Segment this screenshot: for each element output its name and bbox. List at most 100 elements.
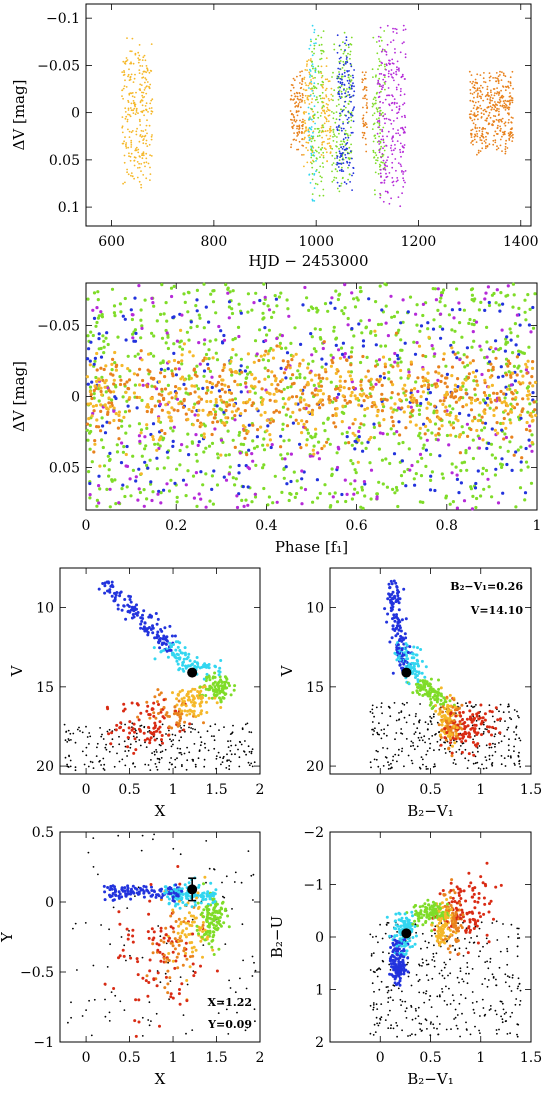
data-point [291,421,295,425]
data-point [246,292,250,296]
data-point [140,170,142,173]
data-point [448,502,452,506]
data-point [139,622,143,626]
data-point [144,87,147,89]
data-point [104,390,108,394]
data-point [341,152,343,155]
data-point [379,344,383,348]
data-point [138,44,141,46]
data-point [266,503,270,507]
data-point [127,109,130,111]
data-point [105,743,107,746]
data-point [247,467,251,471]
data-point [191,698,195,702]
data-point [218,374,222,378]
data-point [394,485,399,490]
data-point [147,725,150,729]
data-point [450,462,454,466]
data-point [132,109,135,112]
data-point [404,53,407,55]
data-point [308,71,311,74]
data-point [369,394,373,398]
data-point [416,460,420,464]
data-point [451,500,455,504]
data-point [214,397,218,402]
data-point [372,36,375,39]
data-point [333,48,336,51]
data-point [215,757,218,760]
data-point [400,155,402,158]
data-point [334,425,338,429]
data-point [171,429,175,433]
data-point [227,316,231,320]
data-point [509,383,513,387]
data-point [142,130,145,133]
data-point [376,91,378,94]
data-point [383,282,387,286]
data-point [432,318,436,322]
data-point [529,411,533,416]
data-point [198,316,202,320]
data-point [152,376,156,381]
data-point [338,375,343,379]
data-point [512,136,514,139]
data-point [384,304,388,308]
data-point [149,173,152,176]
data-point [145,497,149,501]
data-point [160,738,163,742]
data-point [313,435,317,439]
data-point [314,149,317,152]
data-point [300,477,304,481]
data-point [344,136,347,139]
data-point [388,118,390,121]
data-point [124,136,126,139]
data-point [89,393,93,397]
data-point [134,149,137,152]
data-point [133,608,137,612]
data-point [265,333,269,337]
data-point [506,359,510,363]
data-point [363,482,367,486]
data-point [129,62,132,65]
data-point [195,694,199,698]
data-point [208,369,212,373]
data-point [490,91,492,94]
data-point [89,735,92,738]
data-point [395,132,397,135]
data-point [375,706,378,709]
data-point [497,303,501,307]
data-point [321,75,324,77]
data-point [315,87,318,90]
data-point [528,393,532,397]
data-point [224,478,229,482]
data-point [150,155,153,157]
data-point [512,453,516,457]
data-point [279,453,283,457]
data-point [492,413,496,418]
data-point [396,357,400,361]
data-point [482,77,485,80]
data-point [320,65,323,68]
data-point [140,84,143,86]
data-point [137,487,141,491]
data-point [186,417,190,421]
data-point [397,83,400,86]
data-point [130,146,133,148]
data-point [314,182,317,185]
data-point [486,117,489,120]
data-point [386,135,388,138]
data-point [184,704,188,708]
data-point [197,341,201,345]
data-point [137,148,140,151]
data-point [118,743,121,746]
data-point [307,98,310,101]
data-point [182,399,186,403]
x-tick-label: 1.5 [520,782,542,798]
data-point [234,353,238,357]
data-point [121,89,124,91]
data-point [504,150,507,153]
data-point [132,391,136,395]
data-point [341,341,345,345]
data-point [153,657,157,661]
data-point [461,361,465,365]
